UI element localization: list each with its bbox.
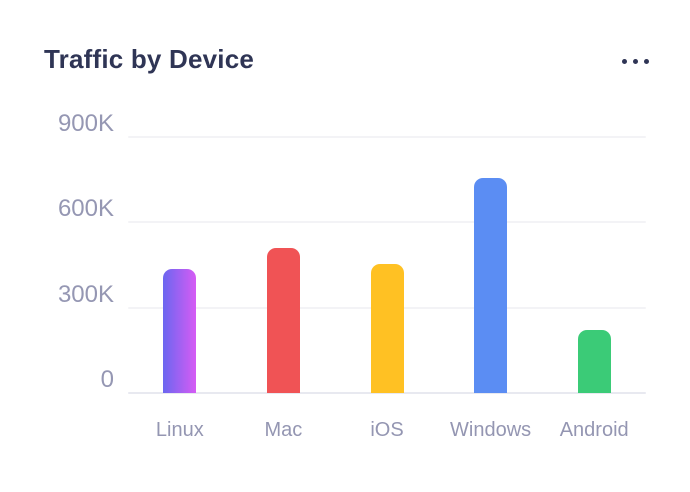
gridline [128,136,646,138]
gridline [128,221,646,224]
chart-title: Traffic by Device [44,44,255,74]
y-tick-label-300k: 300K [57,280,114,308]
bar-windows [474,178,508,393]
x-axis-line [128,392,646,394]
ellipsis-icon [621,58,649,64]
bar-android [577,330,611,393]
y-tick-label-900k: 900K [57,110,114,137]
bar-mac [266,247,300,393]
more-options-button[interactable] [610,47,660,75]
x-tick-label-linux: Linux [155,419,204,441]
x-tick-label-windows: Windows [450,419,532,441]
bar-linux [163,269,197,393]
x-tick-label-ios: iOS [370,419,404,441]
x-tick-label-mac: Mac [264,419,303,441]
y-tick-label-0: 0 [100,366,114,393]
x-tick-label-android: Android [559,419,629,441]
y-tick-label-600k: 600K [57,195,114,223]
bar-ios [370,263,404,393]
